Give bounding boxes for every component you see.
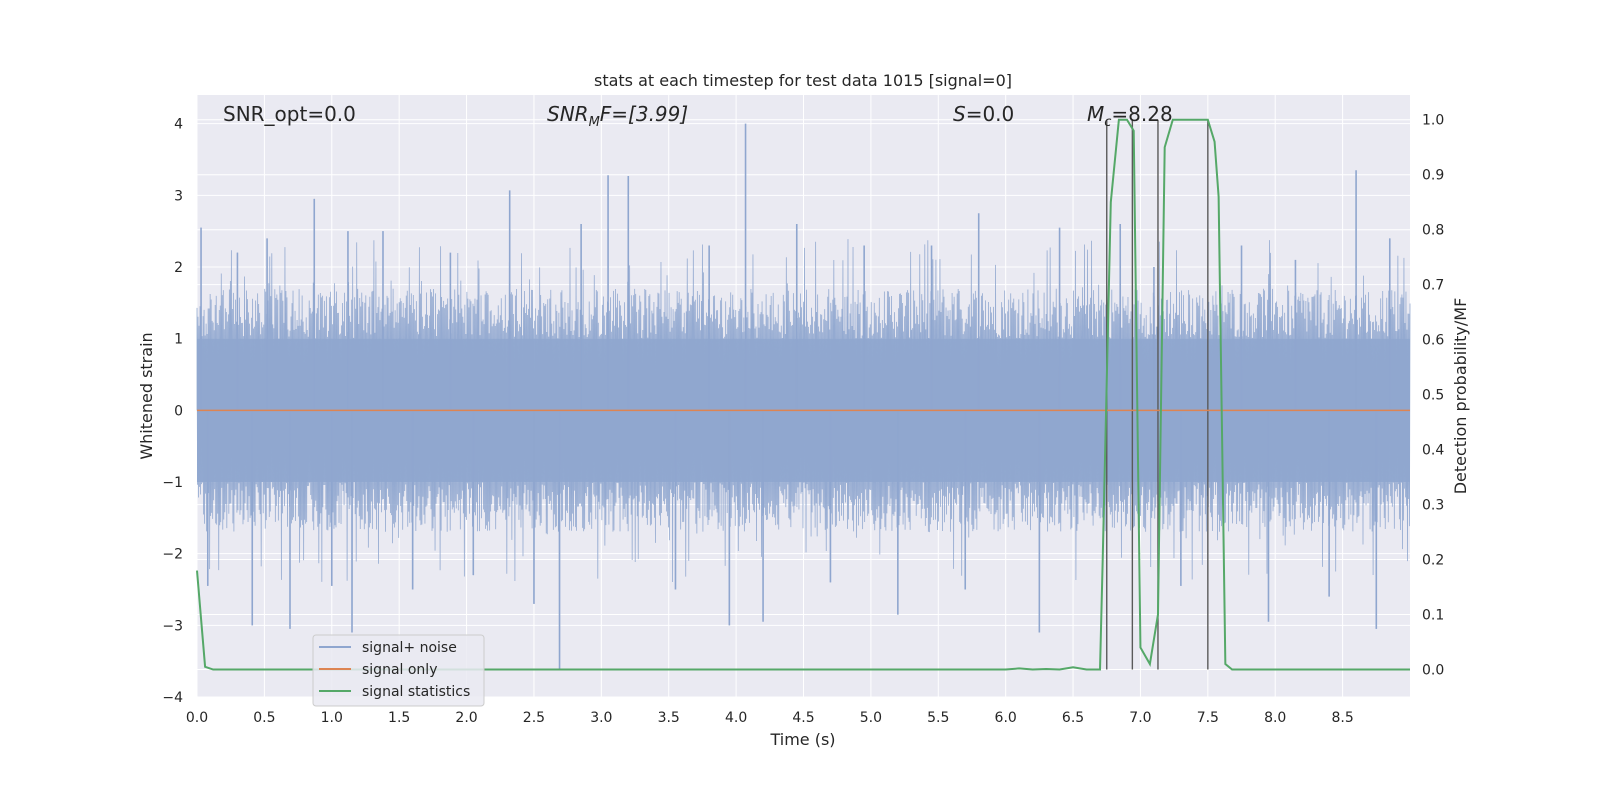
x-tick-label: 5.0 <box>860 710 882 726</box>
y-tick-label-left: 3 <box>174 188 183 204</box>
x-tick-label: 6.0 <box>995 710 1017 726</box>
y-tick-label-left: −3 <box>162 618 183 634</box>
y-axis-title-left: Whitened strain <box>137 332 156 459</box>
annotation-mc-rest: =8.28 <box>1111 102 1172 126</box>
y-tick-label-right: 0.6 <box>1422 333 1444 349</box>
y-tick-label-left: −2 <box>162 547 183 563</box>
annotation-mc-sub: c <box>1104 115 1111 130</box>
y-tick-label-right: 0.0 <box>1422 663 1444 679</box>
x-tick-label: 7.5 <box>1197 710 1219 726</box>
x-tick-label: 3.5 <box>658 710 680 726</box>
x-tick-label: 4.0 <box>725 710 747 726</box>
y-tick-label-left: 4 <box>174 117 183 133</box>
annotation-snr-mf-main: SNR <box>547 102 589 126</box>
x-tick-label: 8.5 <box>1331 710 1353 726</box>
x-axis-title: Time (s) <box>769 730 835 749</box>
y-tick-label-left: −1 <box>162 475 183 491</box>
y-tick-label-right: 0.5 <box>1422 388 1444 404</box>
y-tick-label-left: −4 <box>162 690 183 706</box>
series-lines <box>196 118 1410 671</box>
x-tick-label: 2.0 <box>455 710 477 726</box>
x-tick-label: 0.0 <box>186 710 208 726</box>
y-tick-label-right: 0.3 <box>1422 498 1444 514</box>
y-tick-label-left: 1 <box>174 332 183 348</box>
tick-labels: 0.0 0.5 1.0 1.5 2.0 2.5 3.0 3.5 4.0 4.5 5.0 5.5 6.0 6… <box>162 113 1444 726</box>
y-tick-label-right: 0.2 <box>1422 553 1444 569</box>
y-tick-label-right: 0.4 <box>1422 443 1444 459</box>
y-tick-label-right: 0.1 <box>1422 608 1444 624</box>
x-tick-label: 8.0 <box>1264 710 1286 726</box>
x-tick-label: 6.5 <box>1062 710 1084 726</box>
annotation-s-rest: =0.0 <box>966 102 1015 126</box>
y-tick-label-right: 0.9 <box>1422 168 1444 184</box>
y-tick-label-left: 2 <box>174 260 183 276</box>
legend-box <box>312 634 485 707</box>
x-tick-label: 1.0 <box>321 710 343 726</box>
x-tick-label: 4.5 <box>792 710 814 726</box>
x-tick-label: 0.5 <box>253 710 275 726</box>
x-tick-label: 7.0 <box>1129 710 1151 726</box>
annotation-s-main: S <box>953 102 966 126</box>
legend-label-signal: signal only <box>362 662 437 678</box>
x-tick-label: 2.5 <box>523 710 545 726</box>
y-tick-label-right: 0.7 <box>1422 278 1444 294</box>
y-tick-label-left: 0 <box>174 403 183 419</box>
y-tick-label-right: 1.0 <box>1422 113 1444 129</box>
legend-label-noise: signal+ noise <box>362 640 457 656</box>
y-tick-label-right: 0.8 <box>1422 223 1444 239</box>
annotation-snr-mf-rest: F=[3.99] <box>600 102 688 126</box>
annotation-mc-main: M <box>1087 102 1104 126</box>
annotation-snr-mf-sub: M <box>589 115 600 130</box>
annotation-s: S=0.0 <box>953 102 1014 126</box>
y-axis-title-right: Detection probability/MF <box>1451 298 1470 495</box>
x-tick-label: 1.5 <box>388 710 410 726</box>
legend-label-stats: signal statistics <box>362 684 470 700</box>
annotation-snr-opt: SNR_opt=0.0 <box>223 102 356 126</box>
annotation-mc: Mc=8.28 <box>1087 102 1173 130</box>
x-tick-label: 5.5 <box>927 710 949 726</box>
x-tick-label: 3.0 <box>590 710 612 726</box>
chart-title: stats at each timestep for test data 101… <box>594 71 1012 90</box>
legend: signal+ noise signal only signal statist… <box>312 634 485 707</box>
series-signal-statistics <box>196 118 1410 671</box>
annotation-snr-mf: SNRMF=[3.99] <box>547 102 688 130</box>
